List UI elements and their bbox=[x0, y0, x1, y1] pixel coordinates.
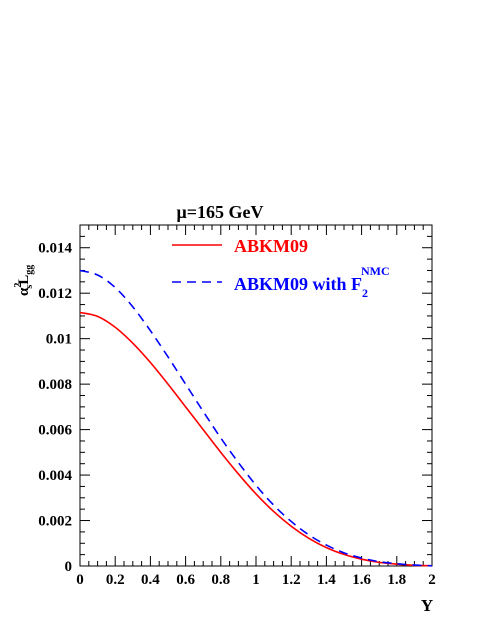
legend-label-abkm09: ABKM09 bbox=[234, 236, 308, 256]
legend-label-nmc-sup: NMC bbox=[361, 264, 390, 278]
y-tick-label: 0.012 bbox=[38, 286, 72, 302]
series-line-abkm09-nmc bbox=[79, 269, 433, 567]
x-tick-label: 2 bbox=[428, 572, 436, 588]
y-tick-label: 0.002 bbox=[38, 514, 72, 530]
chart-title: μ=165 GeV bbox=[177, 202, 264, 222]
svg-text:α2sLgg: α2sLgg bbox=[13, 265, 35, 296]
x-tick-label: 0.4 bbox=[141, 572, 160, 588]
series-layer bbox=[79, 269, 433, 567]
y-tick-label: 0.006 bbox=[38, 423, 72, 439]
legend: ABKM09 ABKM09 with F2 NMC bbox=[172, 236, 390, 300]
y-axis-label: α2sLgg bbox=[13, 265, 35, 296]
series-line-abkm09 bbox=[79, 311, 433, 567]
legend-label-nmc: ABKM09 with F2 NMC bbox=[234, 264, 390, 300]
y-tick-label: 0 bbox=[65, 559, 73, 575]
y-tick-label: 0.014 bbox=[38, 241, 72, 257]
y-tick-label: 0.004 bbox=[38, 468, 72, 484]
x-tick-label: 1 bbox=[252, 572, 260, 588]
ylabel-alpha: α bbox=[16, 287, 32, 296]
ylabel-alpha-sup: 2 bbox=[13, 283, 24, 288]
tick-labels: 0 0.2 0.4 0.6 0.8 1 1.2 1.4 1.6 1.8 2 0 0.002 0.004 0.… bbox=[38, 241, 436, 588]
x-tick-label: 0.2 bbox=[106, 572, 125, 588]
legend-label-nmc-sub: 2 bbox=[362, 286, 368, 300]
x-tick-label: 0 bbox=[76, 572, 84, 588]
x-tick-label: 0.8 bbox=[211, 572, 230, 588]
ylabel-L-sub: gg bbox=[24, 265, 35, 275]
x-tick-label: 1.8 bbox=[387, 572, 406, 588]
ylabel-L: L bbox=[16, 275, 32, 285]
x-axis-label: Y bbox=[421, 596, 433, 615]
x-tick-label: 1.6 bbox=[352, 572, 371, 588]
x-tick-label: 1.2 bbox=[282, 572, 301, 588]
x-tick-label: 1.4 bbox=[317, 572, 336, 588]
legend-label-nmc-main: ABKM09 with F bbox=[234, 274, 362, 294]
ylabel-alpha-sub: s bbox=[24, 285, 35, 289]
y-tick-label: 0.01 bbox=[46, 332, 72, 348]
y-tick-label: 0.008 bbox=[38, 377, 72, 393]
x-tick-label: 0.6 bbox=[176, 572, 195, 588]
